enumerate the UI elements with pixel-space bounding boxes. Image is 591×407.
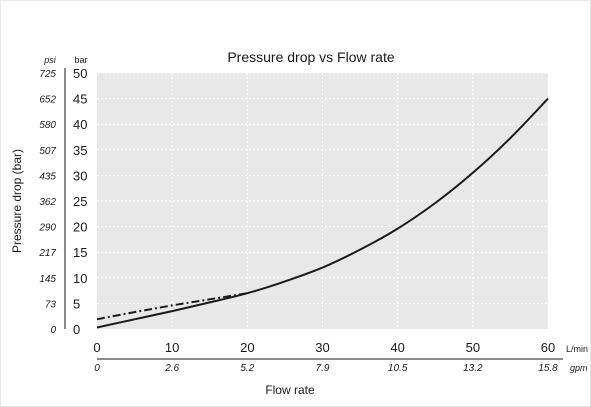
y-tick-label-secondary: 290 (38, 223, 56, 234)
y-tick-label-secondary: 652 (39, 95, 56, 106)
x-tick-label: 20 (240, 340, 254, 355)
y-tick-label-secondary: 217 (38, 248, 56, 259)
axes (64, 68, 563, 360)
x-unit-primary: L/min (566, 344, 588, 354)
y-tick-label-secondary: 73 (45, 299, 57, 310)
y-unit-primary: bar (74, 55, 87, 65)
x-axis-title: Flow rate (265, 383, 315, 397)
x-tick-label: 50 (466, 340, 480, 355)
chart-title: Pressure drop vs Flow rate (227, 49, 394, 65)
y-tick-label-secondary: 362 (39, 197, 56, 208)
x-tick-label-secondary: 7.9 (316, 363, 330, 374)
y-tick-label: 25 (73, 194, 87, 209)
tick-labels: 00102.6205.2307.94010.55013.26015.800573… (38, 66, 558, 374)
y-tick-label: 50 (73, 66, 87, 81)
x-tick-label-secondary: 5.2 (240, 363, 254, 374)
x-tick-label: 40 (390, 340, 404, 355)
y-tick-label: 40 (73, 117, 87, 132)
x-tick-label-secondary: 10.5 (388, 363, 408, 374)
y-tick-label: 20 (73, 220, 87, 235)
y-tick-label: 15 (73, 245, 87, 260)
y-tick-label-secondary: 435 (39, 171, 56, 182)
y-axis-title: Pressure drop (bar) (10, 149, 24, 253)
x-tick-label-secondary: 13.2 (463, 363, 483, 374)
y-tick-label: 10 (73, 271, 87, 286)
x-tick-label-secondary: 2.6 (164, 363, 179, 374)
y-tick-label-secondary: 507 (39, 146, 56, 157)
y-unit-secondary: psi (43, 55, 57, 65)
y-tick-label: 30 (73, 168, 87, 183)
series-line-dash-dot (96, 292, 248, 321)
y-tick-label: 45 (73, 92, 87, 107)
y-tick-label-secondary: 580 (39, 120, 56, 131)
x-tick-label-secondary: 0 (94, 363, 100, 374)
x-tick-label: 60 (541, 340, 555, 355)
y-tick-label-secondary: 145 (39, 274, 56, 285)
y-tick-label: 35 (73, 143, 87, 158)
x-unit-secondary: gpm (570, 363, 588, 373)
y-tick-label: 5 (73, 296, 80, 311)
series-lines (96, 97, 549, 329)
y-tick-label: 0 (73, 322, 80, 337)
x-tick-label: 10 (165, 340, 179, 355)
x-tick-label-secondary: 15.8 (538, 363, 558, 374)
y-tick-label-secondary: 0 (50, 325, 56, 336)
x-tick-label: 0 (93, 340, 100, 355)
grid-lines (97, 72, 549, 329)
y-tick-label-secondary: 725 (39, 69, 56, 80)
series-line-solid (96, 97, 549, 329)
x-tick-label: 30 (315, 340, 329, 355)
